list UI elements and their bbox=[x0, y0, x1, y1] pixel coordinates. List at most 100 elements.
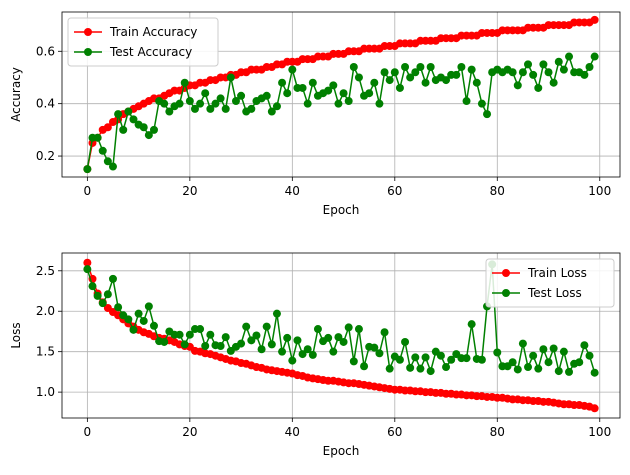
data-point bbox=[442, 363, 451, 372]
data-point bbox=[149, 125, 158, 134]
data-point bbox=[580, 70, 589, 79]
data-point bbox=[139, 316, 148, 325]
data-point bbox=[206, 330, 215, 339]
data-point bbox=[395, 355, 404, 364]
data-point bbox=[298, 83, 307, 92]
data-point bbox=[477, 99, 486, 108]
data-point bbox=[385, 76, 394, 85]
legend-entry: Test Loss bbox=[527, 286, 582, 300]
x-tick-label: 20 bbox=[182, 184, 197, 198]
data-point bbox=[103, 123, 112, 132]
data-point bbox=[467, 320, 476, 329]
data-point bbox=[457, 63, 466, 71]
data-point bbox=[549, 78, 558, 87]
legend-box bbox=[67, 17, 219, 67]
data-point bbox=[395, 83, 404, 92]
data-point bbox=[313, 325, 322, 334]
data-point bbox=[272, 309, 281, 318]
data-point bbox=[360, 362, 369, 371]
legend-entry: Train Loss bbox=[527, 266, 587, 280]
data-point bbox=[544, 358, 553, 367]
data-point bbox=[380, 68, 389, 77]
data-point bbox=[436, 351, 445, 360]
legend-marker bbox=[84, 28, 92, 36]
y-axis-label: Accuracy bbox=[9, 67, 23, 122]
data-point bbox=[180, 78, 189, 87]
data-point bbox=[139, 123, 148, 132]
axes-frame bbox=[61, 252, 621, 419]
y-tick-label: 2.0 bbox=[36, 304, 55, 318]
data-point bbox=[257, 345, 266, 354]
legend-marker bbox=[84, 48, 92, 56]
data-point bbox=[196, 99, 205, 108]
data-point bbox=[283, 89, 292, 98]
data-point bbox=[585, 351, 594, 360]
legend-marker bbox=[502, 289, 510, 297]
data-point bbox=[308, 350, 317, 359]
data-point bbox=[180, 340, 189, 349]
data-point bbox=[175, 99, 184, 108]
data-point bbox=[93, 291, 102, 300]
x-tick-label: 80 bbox=[490, 184, 505, 198]
data-point bbox=[221, 104, 230, 113]
data-point bbox=[165, 107, 174, 116]
data-point bbox=[518, 339, 527, 348]
data-point bbox=[329, 81, 338, 90]
data-point bbox=[329, 347, 338, 356]
data-point bbox=[278, 347, 287, 356]
data-point bbox=[160, 99, 169, 108]
data-point bbox=[83, 165, 92, 174]
data-point bbox=[144, 302, 153, 311]
data-point bbox=[339, 337, 348, 346]
data-point bbox=[114, 303, 123, 312]
data-point bbox=[103, 290, 112, 299]
data-point bbox=[565, 367, 574, 376]
data-point bbox=[426, 63, 435, 71]
data-point bbox=[452, 70, 461, 79]
data-point bbox=[375, 349, 384, 358]
data-point bbox=[534, 364, 543, 373]
data-point bbox=[201, 342, 210, 351]
data-point bbox=[129, 115, 138, 124]
data-point bbox=[308, 78, 317, 87]
data-point bbox=[370, 78, 379, 87]
data-point bbox=[539, 345, 548, 354]
data-point bbox=[370, 343, 379, 352]
data-point bbox=[416, 364, 425, 373]
data-point bbox=[508, 68, 517, 77]
data-point bbox=[406, 73, 415, 82]
data-point bbox=[590, 404, 599, 413]
data-point bbox=[524, 60, 533, 69]
data-point bbox=[559, 347, 568, 356]
data-point bbox=[385, 364, 394, 373]
x-tick-label: 80 bbox=[490, 425, 505, 439]
axes-frame bbox=[61, 11, 621, 178]
data-point bbox=[108, 274, 117, 283]
data-point bbox=[293, 336, 302, 345]
data-point bbox=[247, 104, 256, 113]
x-tick-label: 60 bbox=[387, 184, 402, 198]
data-point bbox=[549, 344, 558, 353]
data-point bbox=[375, 99, 384, 108]
data-point bbox=[262, 322, 271, 331]
data-point bbox=[483, 110, 492, 119]
data-point bbox=[365, 89, 374, 98]
data-point bbox=[190, 104, 199, 113]
data-point bbox=[406, 363, 415, 372]
data-point bbox=[416, 63, 425, 71]
data-point bbox=[247, 336, 256, 345]
y-tick-label: 0.6 bbox=[36, 44, 55, 58]
data-point bbox=[565, 52, 574, 61]
data-point bbox=[288, 65, 297, 74]
data-point bbox=[339, 89, 348, 98]
data-point bbox=[262, 91, 271, 100]
data-point bbox=[334, 333, 343, 342]
y-tick-label: 0.4 bbox=[36, 97, 55, 111]
data-point bbox=[575, 358, 584, 367]
data-point bbox=[252, 331, 261, 340]
data-point bbox=[226, 73, 235, 82]
data-point bbox=[237, 339, 246, 348]
data-point bbox=[380, 328, 389, 337]
legend-entry: Test Accuracy bbox=[109, 45, 192, 59]
